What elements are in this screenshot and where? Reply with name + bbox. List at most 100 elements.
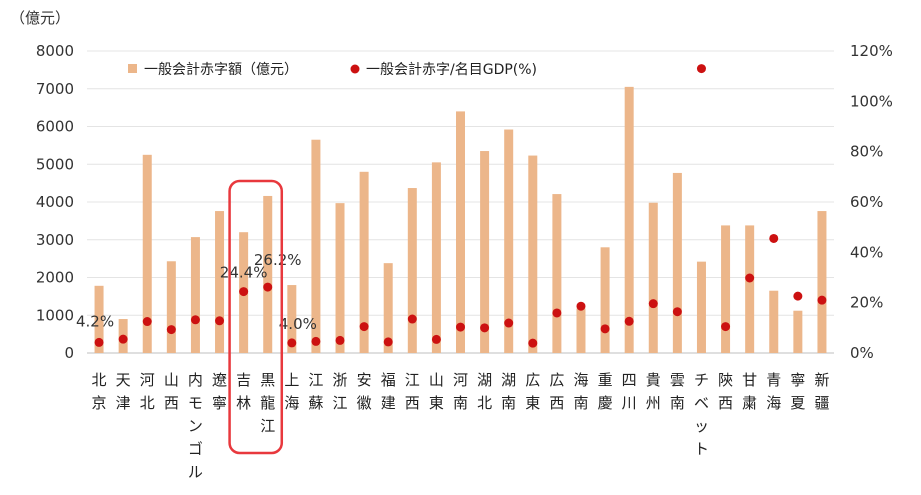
- data-point: [359, 322, 369, 332]
- bar: [407, 188, 417, 353]
- left-tick-label: 3000: [36, 231, 74, 249]
- right-tick-label: 100%: [850, 92, 893, 110]
- data-point: [721, 322, 731, 332]
- left-axis: 0 1000 2000 3000 4000 5000 6000 7000 8000: [36, 42, 74, 362]
- bar: [817, 211, 827, 353]
- data-point: [672, 307, 682, 317]
- data-point: [600, 324, 610, 334]
- data-label: 24.4%: [220, 264, 268, 282]
- data-point: [769, 233, 779, 243]
- bar: [576, 308, 586, 353]
- right-tick-label: 60%: [850, 193, 883, 211]
- bar: [383, 263, 393, 353]
- bar: [600, 247, 610, 353]
- category-label: 河北: [140, 371, 155, 412]
- category-label: 貴州: [646, 371, 661, 412]
- category-label: 内モンゴル: [188, 371, 203, 481]
- category-label: 重慶: [598, 371, 613, 412]
- bar: [648, 202, 658, 353]
- data-point: [335, 335, 345, 345]
- category-label: 海南: [573, 371, 588, 412]
- category-label: 広東: [525, 371, 540, 412]
- data-point: [431, 334, 441, 344]
- category-label: 黒龍江: [260, 371, 275, 435]
- data-label: 4.0%: [279, 315, 317, 333]
- bar: [504, 129, 514, 353]
- category-label: 江西: [405, 371, 420, 412]
- bar: [431, 162, 441, 353]
- category-label: 湖北: [477, 371, 492, 412]
- right-tick-label: 0%: [850, 344, 874, 362]
- category-label: 遼寧: [212, 371, 227, 412]
- data-point: [576, 301, 586, 311]
- bar: [480, 151, 490, 353]
- data-point: [383, 337, 393, 347]
- data-point: [456, 322, 465, 332]
- data-point: [528, 338, 538, 348]
- left-tick-label: 4000: [36, 193, 74, 211]
- dot-series: [94, 64, 827, 348]
- data-point: [190, 315, 200, 325]
- right-axis: 0% 20% 40% 60% 80% 100% 120%: [850, 42, 893, 362]
- data-labels: 4.2% 24.4%26.2% 4.0%: [76, 251, 317, 333]
- category-label: 上海: [284, 371, 299, 412]
- category-label: チベット: [694, 371, 709, 458]
- bar: [552, 194, 562, 353]
- category-label: 四川: [622, 371, 637, 412]
- bar: [456, 111, 465, 354]
- left-tick-label: 5000: [36, 155, 74, 173]
- bar: [672, 172, 682, 353]
- y-unit-label: （億元）: [10, 9, 70, 27]
- bar: [769, 290, 779, 353]
- left-tick-label: 6000: [36, 118, 74, 136]
- category-label: 陝西: [718, 371, 733, 412]
- category-label: 天津: [116, 371, 131, 412]
- bar: [793, 310, 803, 353]
- data-point: [480, 323, 490, 333]
- category-label: 寧夏: [790, 371, 805, 412]
- bar: [311, 139, 321, 353]
- data-point: [263, 282, 273, 292]
- left-tick-label: 8000: [36, 42, 74, 60]
- legend-bar-swatch: [128, 64, 137, 73]
- legend-bar-label: 一般会計赤字額（億元）: [144, 62, 298, 78]
- bar: [528, 155, 538, 353]
- data-point: [215, 316, 225, 326]
- right-tick-label: 120%: [850, 42, 893, 60]
- category-label: 福建: [381, 371, 396, 412]
- data-point: [504, 318, 514, 328]
- category-label: 甘粛: [742, 371, 757, 412]
- bar: [696, 261, 706, 353]
- category-label: 浙江: [333, 371, 348, 412]
- legend-dot-swatch: [350, 64, 360, 74]
- x-axis-categories: 北京天津河北山西内モンゴル遼寧吉林黒龍江上海江蘇浙江安徽福建江西山東河南湖北湖南…: [92, 371, 830, 481]
- bar: [287, 285, 297, 353]
- left-tick-label: 0: [64, 344, 74, 362]
- bar: [624, 86, 634, 354]
- category-label: 山西: [164, 371, 179, 412]
- highlight-rect: [228, 179, 284, 455]
- data-point: [166, 325, 176, 335]
- bar: [215, 211, 225, 353]
- data-label: 4.2%: [76, 312, 114, 330]
- data-point: [696, 64, 706, 74]
- right-tick-label: 80%: [850, 143, 883, 161]
- bar: [166, 261, 176, 353]
- category-label: 湖南: [501, 371, 516, 412]
- bar: [190, 237, 200, 353]
- data-point: [793, 291, 803, 301]
- legend: 一般会計赤字額（億元） 一般会計赤字/名目GDP(%): [128, 62, 537, 78]
- left-tick-label: 1000: [36, 306, 74, 324]
- bar: [745, 225, 755, 353]
- data-point: [648, 299, 658, 309]
- data-point: [745, 273, 755, 283]
- category-label: 吉林: [236, 371, 251, 412]
- data-point: [624, 316, 634, 326]
- bar: [94, 285, 104, 353]
- category-label: 河南: [453, 371, 468, 412]
- category-label: 北京: [92, 371, 107, 412]
- bar: [263, 195, 273, 353]
- category-label: 雲南: [670, 371, 685, 412]
- data-point: [239, 287, 249, 297]
